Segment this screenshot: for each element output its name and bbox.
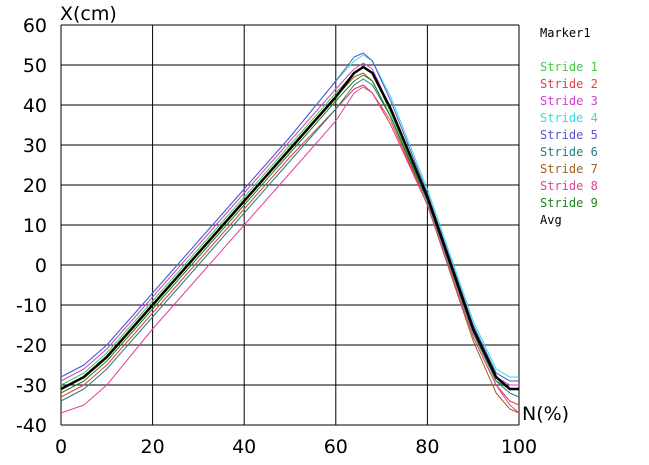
y-tick-label-4: 20 — [23, 175, 47, 197]
x-tick-label-1: 20 — [141, 436, 165, 458]
x-tick-label-5: 100 — [501, 436, 537, 458]
y-tick-labels: 60 50 40 30 20 10 0 -10 -20 -30 -40 — [16, 15, 47, 437]
series-line-4 — [60, 54, 519, 378]
legend-item-5: Stride 5 — [540, 128, 598, 142]
grid — [60, 24, 520, 426]
legend-item-4: Stride 4 — [540, 111, 598, 125]
series-line-1 — [60, 66, 519, 386]
y-tick-label-5: 10 — [23, 215, 47, 237]
x-tick-label-3: 60 — [324, 436, 348, 458]
y-tick-label-9: -30 — [16, 375, 47, 397]
series-line-8 — [60, 86, 520, 414]
x-tick-label-4: 80 — [415, 436, 439, 458]
y-tick-label-7: -10 — [16, 295, 47, 317]
x-axis-label: N(%) — [522, 403, 569, 425]
series-lines — [60, 52, 520, 414]
y-tick-label-8: -20 — [16, 335, 47, 357]
series-line-5 — [60, 52, 519, 382]
series-line-3 — [60, 62, 519, 386]
series-line-7 — [60, 72, 520, 414]
y-tick-label-2: 40 — [23, 95, 47, 117]
legend-item-9: Stride 9 — [540, 196, 598, 210]
legend-item-8: Stride 8 — [540, 179, 598, 193]
legend: Marker1 Stride 1 Stride 2 Stride 3 Stride 4… — [540, 26, 598, 227]
legend-item-7: Stride 7 — [540, 162, 598, 176]
y-tick-label-1: 50 — [23, 55, 47, 77]
series-line-9 — [60, 74, 519, 394]
series-line-6 — [60, 78, 520, 402]
series-line-10 — [60, 65, 519, 391]
y-tick-label-10: -40 — [16, 415, 47, 437]
legend-item-10: Avg — [540, 213, 562, 227]
y-tick-label-3: 30 — [23, 135, 47, 157]
legend-item-3: Stride 3 — [540, 94, 598, 108]
legend-item-1: Stride 1 — [540, 60, 598, 74]
x-tick-label-0: 0 — [55, 436, 67, 458]
legend-title: Marker1 — [540, 26, 591, 40]
x-tick-labels: 0 20 40 60 80 100 — [55, 436, 537, 458]
legend-item-2: Stride 2 — [540, 77, 598, 91]
y-tick-label-6: 0 — [35, 255, 47, 277]
legend-item-6: Stride 6 — [540, 145, 598, 159]
x-tick-label-2: 40 — [232, 436, 256, 458]
y-tick-label-0: 60 — [23, 15, 47, 37]
y-axis-label: X(cm) — [60, 3, 117, 25]
